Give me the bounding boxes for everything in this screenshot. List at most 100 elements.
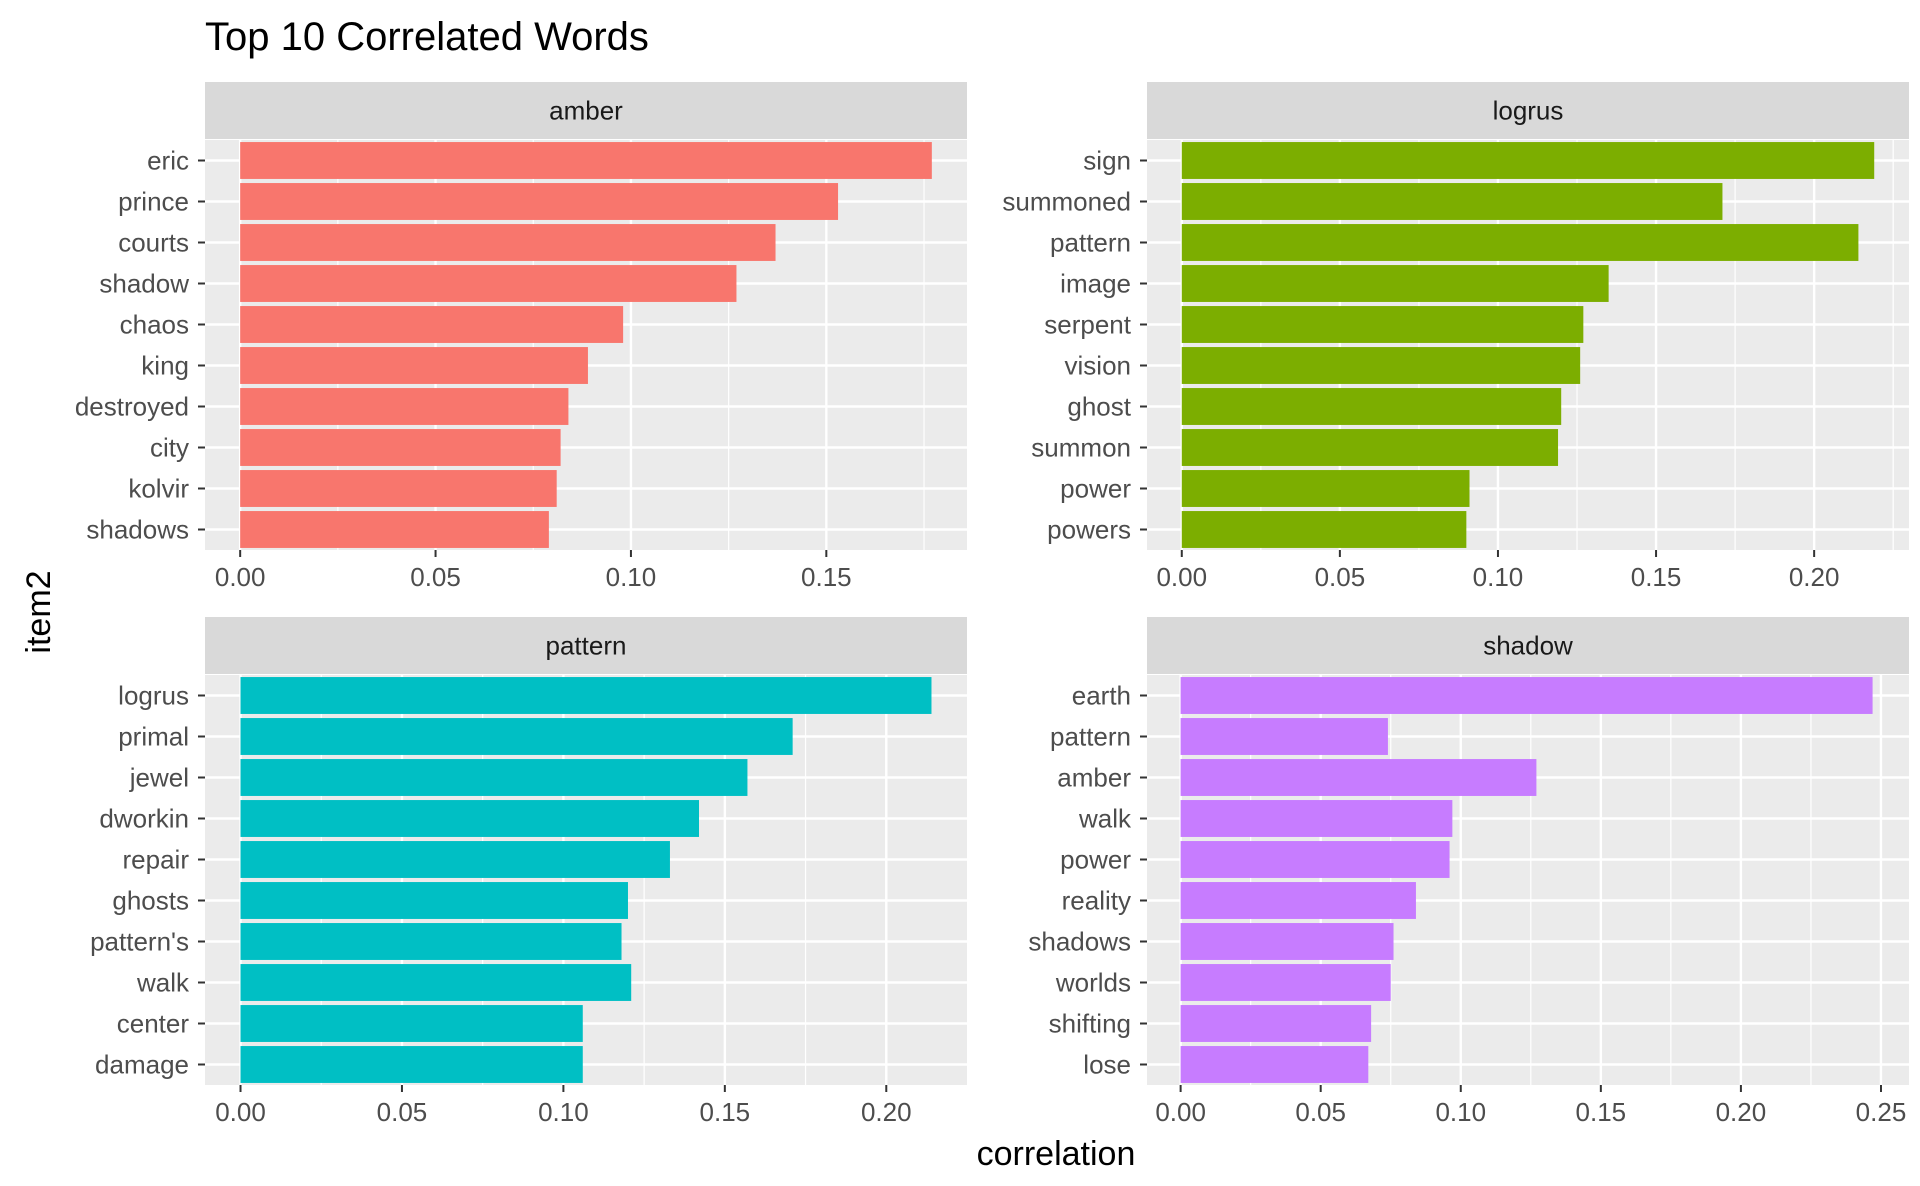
x-tick-label: 0.05 <box>410 562 461 592</box>
category-label: serpent <box>1044 310 1131 340</box>
x-tick-label: 0.10 <box>1435 1097 1486 1127</box>
bar-lose <box>1180 1046 1369 1083</box>
bar-pattern <box>1181 224 1859 261</box>
bar-shadow <box>240 265 737 302</box>
facet-strip <box>205 82 967 139</box>
bar-serpent <box>1181 306 1584 343</box>
bar-dworkin <box>240 800 700 837</box>
bar-city <box>240 429 561 466</box>
category-label: power <box>1060 845 1131 875</box>
x-tick-label: 0.05 <box>377 1097 428 1127</box>
x-axis-title: correlation <box>977 1135 1136 1173</box>
facet-logrus: logrus 0.00 0.05 0.10 0.15 0.20 sign summoned pa… <box>1002 82 1909 592</box>
x-tick-label: 0.15 <box>1576 1097 1627 1127</box>
bar-shadows <box>1180 923 1394 960</box>
facet-strip-label: amber <box>549 96 623 126</box>
bar-prince <box>240 183 839 220</box>
bar-summoned <box>1181 183 1723 220</box>
facet-strip <box>1147 82 1909 139</box>
x-tick-label: 0.25 <box>1856 1097 1907 1127</box>
category-label: eric <box>147 146 189 176</box>
category-label: pattern's <box>90 927 189 957</box>
bar-power <box>1181 470 1470 507</box>
bar-reality <box>1180 882 1416 919</box>
bar-walk <box>240 964 632 1001</box>
x-tick-label: 0.05 <box>1295 1097 1346 1127</box>
bar-amber <box>1180 759 1537 796</box>
chart-title: Top 10 Correlated Words <box>205 15 649 59</box>
bar-shifting <box>1180 1005 1372 1042</box>
category-label: prince <box>118 187 189 217</box>
x-tick-label: 0.00 <box>1155 1097 1206 1127</box>
category-label: shadows <box>1028 927 1131 957</box>
category-label: pattern <box>1050 722 1131 752</box>
bar-pattern <box>1180 718 1388 755</box>
bar-courts <box>240 224 776 261</box>
bar-ghost <box>1181 388 1562 425</box>
x-tick-label: 0.15 <box>700 1097 751 1127</box>
bar-ghosts <box>240 882 628 919</box>
x-tick-label: 0.15 <box>801 562 852 592</box>
category-label: image <box>1060 269 1131 299</box>
facet-strip <box>1147 617 1909 674</box>
x-tick-label: 0.05 <box>1315 562 1366 592</box>
category-label: repair <box>123 845 190 875</box>
facet-amber: amber 0.00 0.05 0.10 0.15 eric prince courts sha… <box>75 82 967 592</box>
category-label: earth <box>1072 681 1131 711</box>
category-label: walk <box>136 968 190 998</box>
facet-strip <box>205 617 967 674</box>
category-label: primal <box>118 722 189 752</box>
x-tick-label: 0.00 <box>215 1097 266 1127</box>
bar-summon <box>1181 429 1559 466</box>
bar-earth <box>1180 677 1873 714</box>
bar-destroyed <box>240 388 569 425</box>
category-label: damage <box>95 1050 189 1080</box>
bar-eric <box>240 142 932 179</box>
category-label: chaos <box>120 310 189 340</box>
category-label: summon <box>1031 433 1131 463</box>
category-label: shifting <box>1049 1009 1131 1039</box>
category-label: logrus <box>118 681 189 711</box>
bar-vision <box>1181 347 1581 384</box>
bar-damage <box>240 1046 583 1083</box>
bar-walk <box>1180 800 1453 837</box>
category-label: worlds <box>1055 968 1131 998</box>
bar-center <box>240 1005 583 1042</box>
category-label: destroyed <box>75 392 189 422</box>
bar-primal <box>240 718 793 755</box>
category-label: city <box>150 433 189 463</box>
bar-image <box>1181 265 1609 302</box>
x-tick-label: 0.20 <box>1716 1097 1767 1127</box>
x-tick-label: 0.10 <box>1473 562 1524 592</box>
category-label: summoned <box>1002 187 1131 217</box>
category-label: sign <box>1083 146 1131 176</box>
bar-repair <box>240 841 670 878</box>
facet-pattern: pattern 0.00 0.05 0.10 0.15 0.20 logrus primal j… <box>90 617 967 1127</box>
bar-powers <box>1181 511 1467 548</box>
category-label: walk <box>1078 804 1132 834</box>
category-label: power <box>1060 474 1131 504</box>
category-label: reality <box>1062 886 1131 916</box>
category-label: ghost <box>1067 392 1131 422</box>
category-label: amber <box>1057 763 1131 793</box>
bar-pattern-s <box>240 923 622 960</box>
bar-sign <box>1181 142 1875 179</box>
category-label: center <box>117 1009 190 1039</box>
x-tick-label: 0.15 <box>1631 562 1682 592</box>
x-tick-label: 0.00 <box>1156 562 1207 592</box>
bar-logrus <box>240 677 932 714</box>
category-label: kolvir <box>128 474 189 504</box>
x-tick-label: 0.20 <box>861 1097 912 1127</box>
x-tick-label: 0.20 <box>1789 562 1840 592</box>
x-tick-label: 0.10 <box>538 1097 589 1127</box>
category-label: lose <box>1083 1050 1131 1080</box>
bar-chaos <box>240 306 624 343</box>
category-label: dworkin <box>99 804 189 834</box>
category-label: king <box>141 351 189 381</box>
bar-jewel <box>240 759 748 796</box>
facet-strip-label: shadow <box>1483 631 1573 661</box>
facet-strip-label: pattern <box>546 631 627 661</box>
facet-strip-label: logrus <box>1493 96 1564 126</box>
bar-king <box>240 347 588 384</box>
